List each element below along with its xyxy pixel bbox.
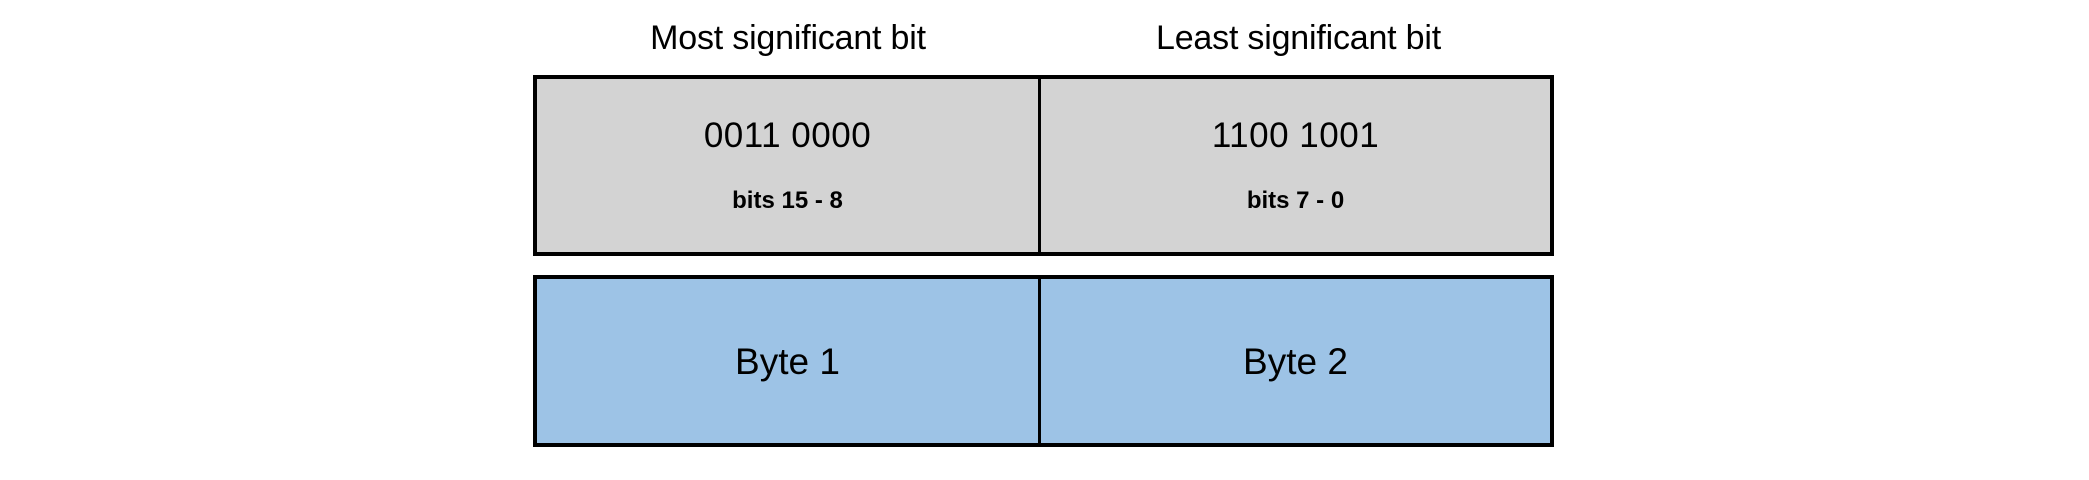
byte-cell-1: Byte 1 [537,279,1041,443]
byte-cell-2: Byte 2 [1041,279,1550,443]
bit-cell-high-byte: 0011 0000 bits 15 - 8 [537,79,1041,252]
least-significant-bit-label: Least significant bit [1156,19,1441,57]
byte-table: Byte 1 Byte 2 [533,275,1554,447]
byte-label-1: Byte 1 [735,340,840,382]
most-significant-bit-label: Most significant bit [650,19,926,57]
bit-value-low: 1100 1001 [1211,116,1380,155]
bit-value-high: 0011 0000 [703,116,872,155]
bit-cell-low-byte: 1100 1001 bits 7 - 0 [1041,79,1550,252]
bit-range-high: bits 15 - 8 [732,187,843,214]
bit-range-low: bits 7 - 0 [1246,187,1345,214]
caption-row: Most significant bit Least significant b… [533,14,1554,62]
bit-pattern-table: 0011 0000 bits 15 - 8 1100 1001 bits 7 -… [533,75,1554,256]
byte-label-2: Byte 2 [1243,340,1348,382]
